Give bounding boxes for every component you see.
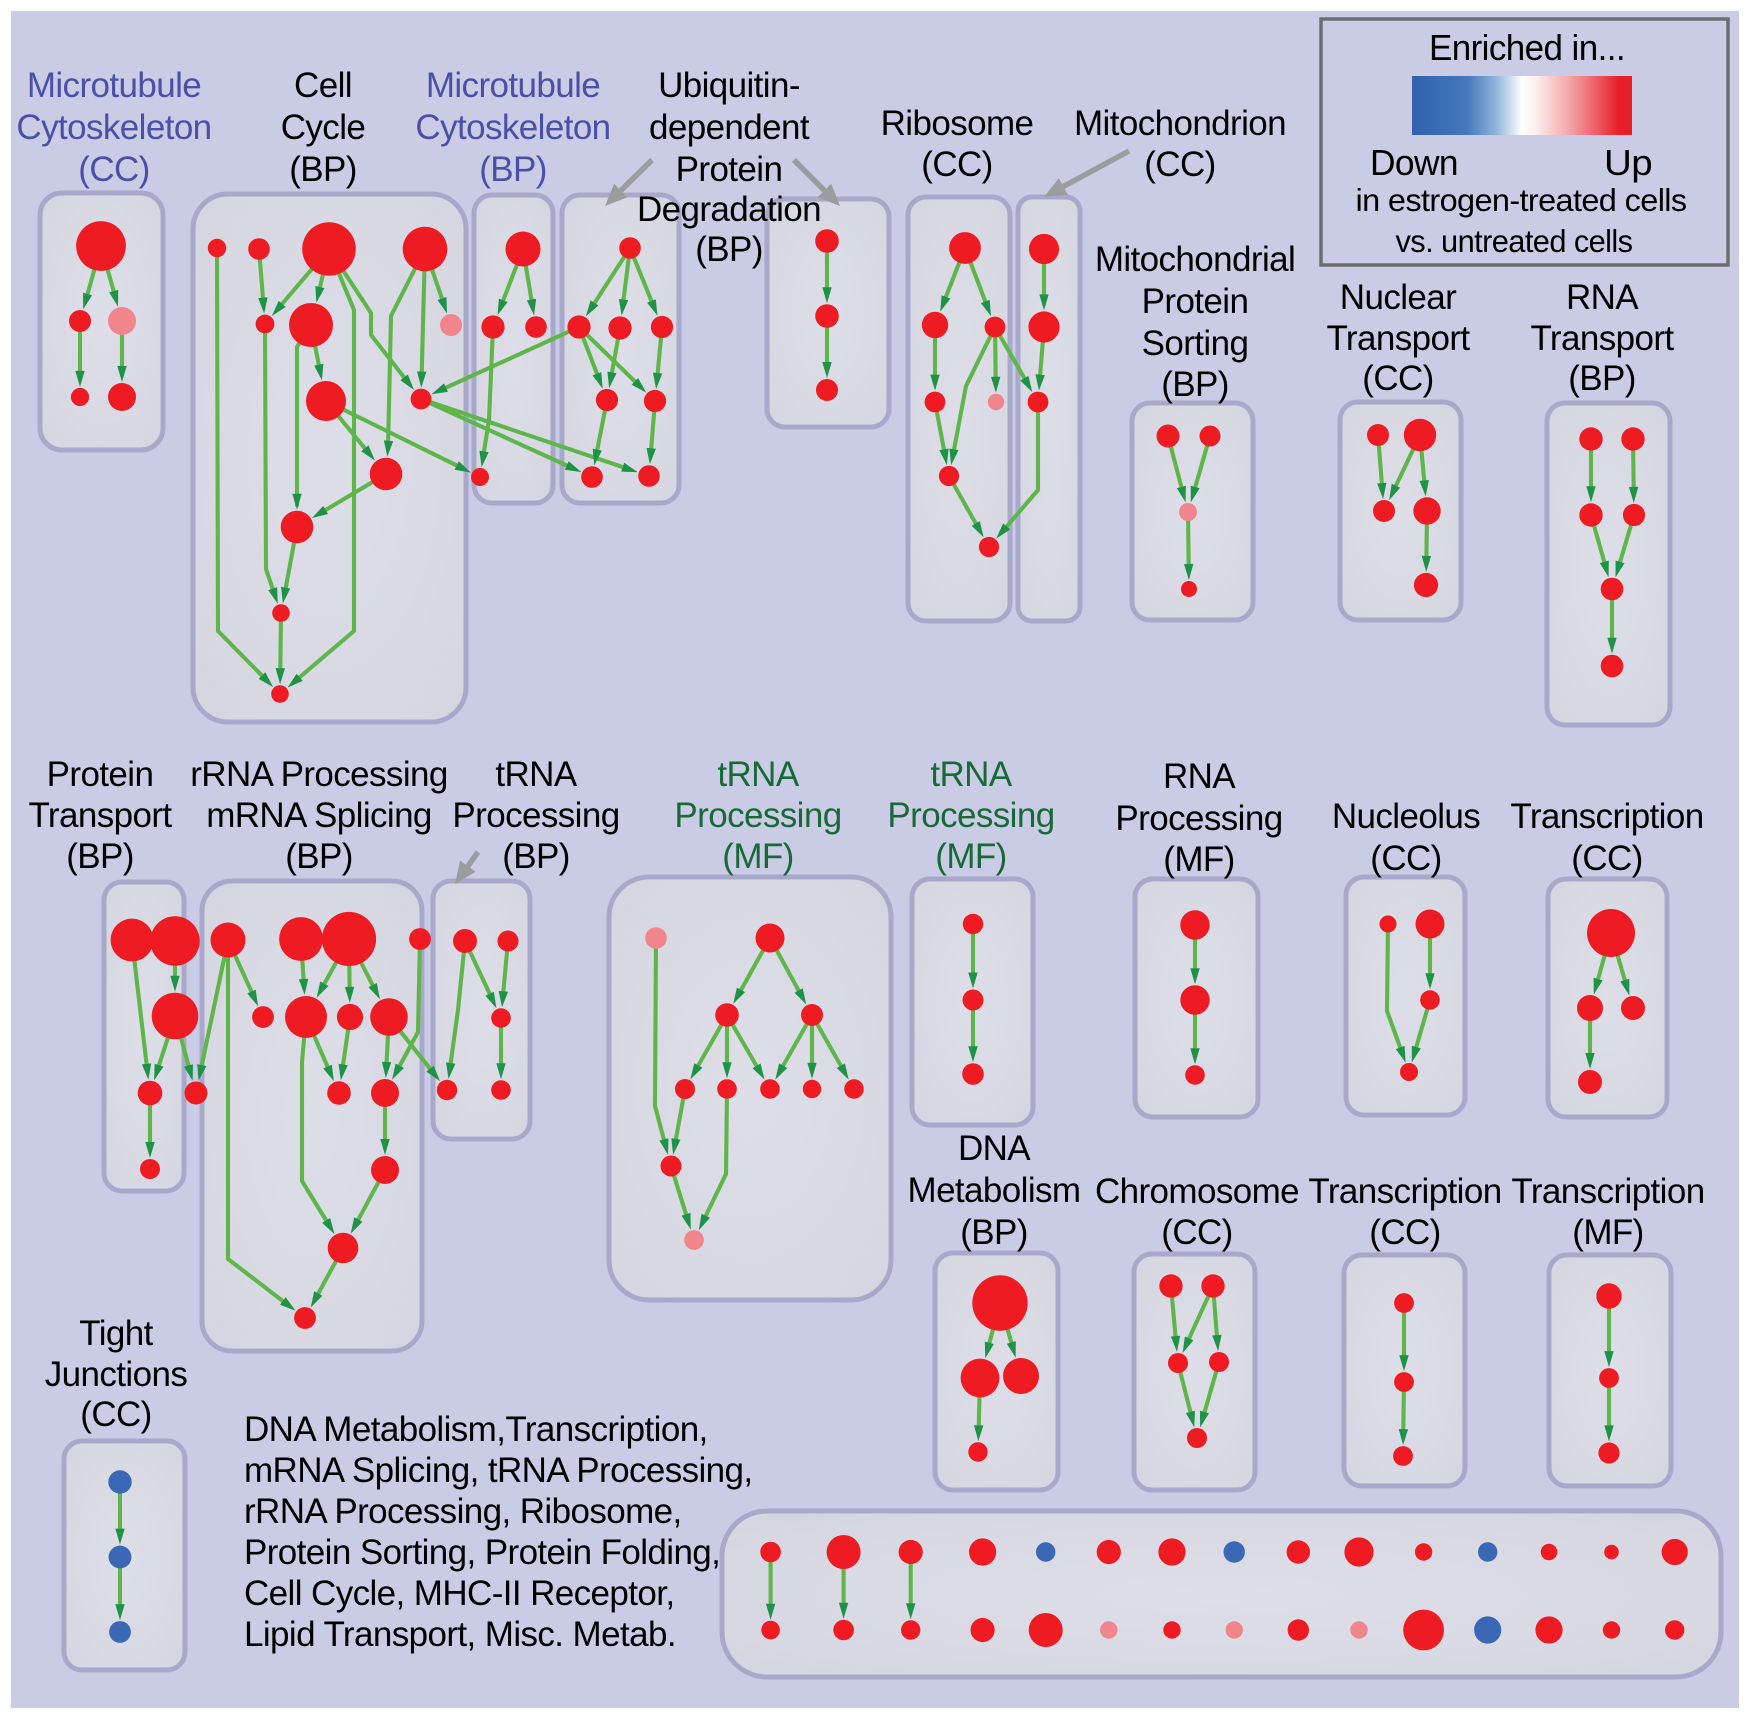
svg-text:tRNA: tRNA [717, 755, 799, 794]
svg-text:Processing: Processing [452, 796, 619, 835]
svg-text:Mitochondrial: Mitochondrial [1095, 240, 1295, 279]
svg-text:Microtubule: Microtubule [426, 66, 600, 105]
svg-text:Transcription: Transcription [1308, 1172, 1501, 1211]
svg-text:tRNA: tRNA [930, 755, 1012, 794]
svg-text:(MF): (MF) [1163, 840, 1234, 879]
svg-text:(CC): (CC) [1369, 1213, 1440, 1252]
svg-text:(CC): (CC) [1161, 1213, 1232, 1252]
svg-text:Processing: Processing [887, 796, 1054, 835]
svg-text:tRNA: tRNA [495, 755, 577, 794]
svg-text:(BP): (BP) [695, 230, 763, 269]
svg-text:Degradation: Degradation [637, 190, 821, 229]
svg-text:Metabolism: Metabolism [908, 1171, 1081, 1210]
svg-text:rRNA Processing: rRNA Processing [190, 755, 447, 794]
svg-text:Protein: Protein [676, 150, 783, 189]
svg-text:mRNA Splicing: mRNA Splicing [206, 796, 432, 835]
svg-text:Cytoskeleton: Cytoskeleton [415, 108, 610, 147]
svg-text:(CC): (CC) [1144, 145, 1215, 184]
svg-text:(BP): (BP) [502, 837, 570, 876]
svg-text:Chromosome: Chromosome [1095, 1172, 1299, 1211]
svg-text:in estrogen-treated cells: in estrogen-treated cells [1356, 182, 1687, 218]
svg-text:(MF): (MF) [935, 837, 1006, 876]
svg-text:RNA: RNA [1163, 757, 1236, 796]
svg-text:(BP): (BP) [66, 837, 134, 876]
svg-text:rRNA Processing, Ribosome,: rRNA Processing, Ribosome, [244, 1492, 682, 1531]
svg-text:Cell: Cell [294, 66, 352, 105]
svg-text:(CC): (CC) [1362, 359, 1433, 398]
svg-text:(CC): (CC) [1571, 839, 1642, 878]
svg-text:Transcription: Transcription [1511, 1172, 1704, 1211]
svg-text:(BP): (BP) [1161, 365, 1229, 404]
svg-text:mRNA Splicing, tRNA Processing: mRNA Splicing, tRNA Processing, [244, 1451, 753, 1490]
svg-text:Sorting: Sorting [1142, 324, 1249, 363]
svg-text:Down: Down [1370, 142, 1458, 183]
svg-text:(CC): (CC) [78, 150, 149, 189]
svg-text:(BP): (BP) [289, 150, 357, 189]
svg-text:Tight: Tight [79, 1314, 153, 1353]
svg-text:Protein: Protein [47, 755, 154, 794]
svg-text:Transcription: Transcription [1510, 797, 1703, 836]
svg-text:(MF): (MF) [1572, 1213, 1643, 1252]
svg-text:(CC): (CC) [1370, 839, 1441, 878]
svg-text:Junctions: Junctions [45, 1355, 188, 1394]
svg-text:vs. untreated cells: vs. untreated cells [1396, 223, 1633, 259]
svg-text:Processing: Processing [1115, 799, 1282, 838]
svg-text:Microtubule: Microtubule [27, 66, 201, 105]
svg-text:Cytoskeleton: Cytoskeleton [16, 108, 211, 147]
svg-text:Cell Cycle, MHC-II Receptor,: Cell Cycle, MHC-II Receptor, [244, 1574, 675, 1613]
svg-text:Nuclear: Nuclear [1340, 278, 1457, 317]
svg-text:RNA: RNA [1566, 278, 1639, 317]
svg-text:Lipid Transport, Misc. Metab.: Lipid Transport, Misc. Metab. [244, 1615, 676, 1654]
svg-text:Processing: Processing [674, 796, 841, 835]
svg-text:Ubiquitin-: Ubiquitin- [658, 66, 800, 105]
svg-text:Protein: Protein [1142, 282, 1249, 321]
svg-text:Transport: Transport [1326, 319, 1470, 358]
svg-text:Nucleolus: Nucleolus [1332, 797, 1480, 836]
svg-text:DNA Metabolism,Transcription,: DNA Metabolism,Transcription, [244, 1410, 708, 1449]
svg-text:(CC): (CC) [921, 145, 992, 184]
svg-text:Cycle: Cycle [281, 108, 366, 147]
svg-text:Ribosome: Ribosome [881, 104, 1034, 143]
svg-text:(BP): (BP) [479, 150, 547, 189]
svg-text:Mitochondrion: Mitochondrion [1074, 104, 1286, 143]
svg-text:Protein Sorting, Protein Foldi: Protein Sorting, Protein Folding, [244, 1533, 720, 1572]
svg-text:(BP): (BP) [960, 1213, 1028, 1252]
svg-text:Up: Up [1604, 142, 1652, 183]
svg-text:Transport: Transport [1530, 319, 1674, 358]
svg-text:dependent: dependent [649, 108, 810, 147]
svg-text:(CC): (CC) [80, 1395, 151, 1434]
svg-text:(BP): (BP) [285, 837, 353, 876]
svg-text:Transport: Transport [28, 796, 172, 835]
svg-text:(MF): (MF) [722, 837, 793, 876]
svg-text:Enriched in...: Enriched in... [1429, 27, 1625, 68]
svg-text:(BP): (BP) [1568, 359, 1636, 398]
svg-text:DNA: DNA [958, 1129, 1031, 1168]
